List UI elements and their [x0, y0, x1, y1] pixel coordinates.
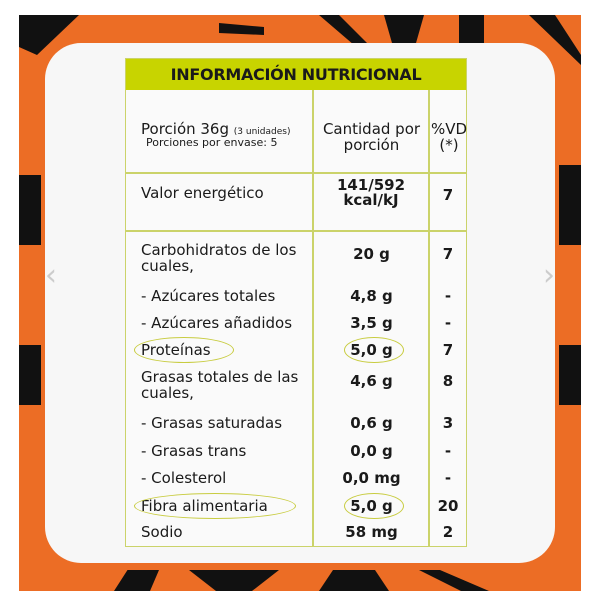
nutrient-name: Sodio: [141, 523, 183, 541]
nutrient-amount: 4,8 g: [350, 287, 393, 305]
nutrient-name: - Grasas trans: [141, 442, 247, 460]
nutrient-name: - Azúcares añadidos: [141, 314, 293, 332]
nutrient-dv: -: [444, 469, 452, 487]
row-divider: [126, 230, 466, 232]
nutrient-amount: 0,0 g: [350, 442, 393, 460]
stripe: [219, 23, 264, 35]
stripe: [459, 15, 484, 45]
nutrient-name: - Colesterol: [141, 469, 227, 487]
stripe: [559, 165, 581, 245]
nutrient-dv: -: [444, 442, 452, 460]
chevron-left-icon[interactable]: ‹: [45, 258, 57, 293]
highlight-circle: [344, 493, 404, 519]
table-title: INFORMACIÓN NUTRICIONAL: [126, 59, 466, 90]
stripe: [384, 15, 424, 43]
column-divider: [312, 90, 314, 546]
stripe: [319, 15, 369, 45]
nutrient-amount: 20 g: [353, 245, 390, 263]
nutrient-dv: -: [444, 287, 452, 305]
highlight-circle: [134, 493, 296, 519]
column-divider: [428, 90, 430, 546]
nutrient-amount: 141/592 kcal/kJ: [336, 176, 406, 209]
nutrient-name: - Grasas saturadas: [141, 414, 283, 432]
servings-header: Porciones por envase: 5: [146, 136, 278, 149]
nutrient-dv: 8: [442, 372, 454, 390]
nutrition-table: INFORMACIÓN NUTRICIONAL Porción 36g (3 u…: [125, 58, 467, 547]
stripe: [319, 570, 389, 591]
nutrient-dv: -: [444, 314, 452, 332]
stripe: [419, 570, 489, 591]
nutrient-amount: 0,0 mg: [342, 469, 401, 487]
nutrient-name: Valor energético: [141, 184, 264, 202]
nutrient-amount: 3,5 g: [350, 314, 393, 332]
portion-header: Porción 36g (3 unidades): [141, 120, 291, 138]
stripe: [559, 345, 581, 405]
nutrient-amount: 58 mg: [345, 523, 398, 541]
nutrient-name: Carbohidratos de los cuales,: [141, 241, 297, 275]
nutrient-dv: 20: [437, 497, 459, 515]
nutrient-dv: 7: [442, 245, 454, 263]
row-divider: [126, 172, 466, 174]
highlight-circle: [344, 337, 404, 363]
dv-header: %VD (*): [430, 120, 468, 154]
nutrient-amount: 4,6 g: [350, 372, 393, 390]
nutrient-name: Grasas totales de las cuales,: [141, 368, 299, 402]
amount-header: Cantidad por porción: [322, 120, 421, 154]
stripe: [19, 345, 41, 405]
stripe: [189, 570, 279, 591]
nutrient-name: - Azúcares totales: [141, 287, 276, 305]
nutrient-amount: 0,6 g: [350, 414, 393, 432]
nutrient-dv: 2: [442, 523, 454, 541]
nutrient-dv: 7: [442, 186, 454, 204]
stripe: [114, 570, 159, 591]
highlight-circle: [134, 337, 234, 363]
stripe: [19, 175, 41, 245]
chevron-right-icon[interactable]: ›: [543, 258, 555, 293]
nutrient-dv: 7: [442, 341, 454, 359]
nutrient-dv: 3: [442, 414, 454, 432]
